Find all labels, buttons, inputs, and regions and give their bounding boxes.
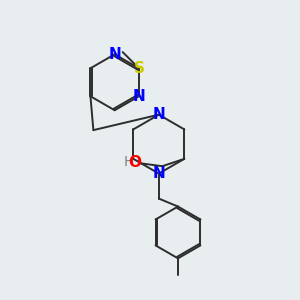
Text: S: S xyxy=(134,61,144,76)
Text: N: N xyxy=(152,166,165,181)
Text: N: N xyxy=(133,89,145,104)
Text: N: N xyxy=(108,47,121,62)
Text: O: O xyxy=(128,155,141,170)
Text: H: H xyxy=(124,155,134,170)
Text: N: N xyxy=(152,107,165,122)
